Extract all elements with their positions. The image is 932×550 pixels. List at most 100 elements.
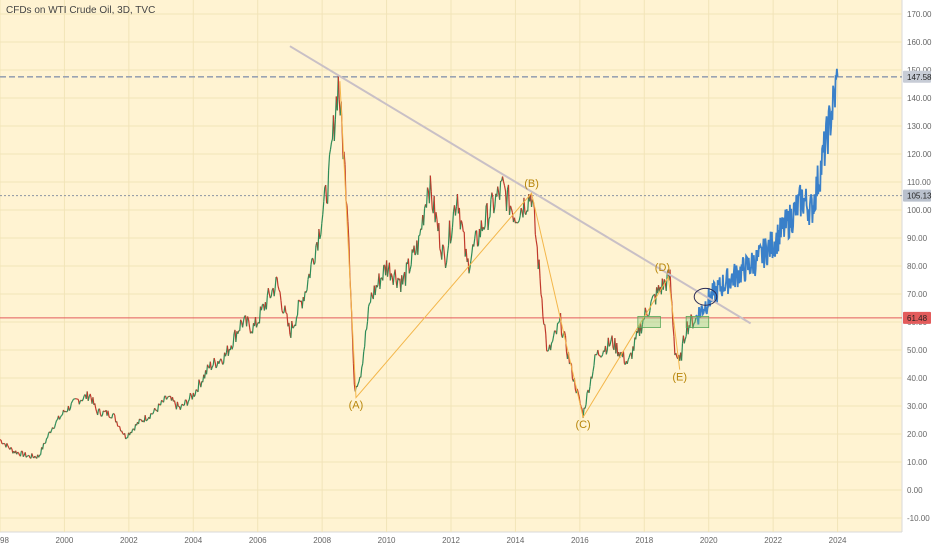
price-candle <box>470 253 473 261</box>
price-candle <box>525 210 528 215</box>
price-candle <box>551 341 554 344</box>
price-candle <box>65 410 67 413</box>
price-candle <box>468 267 471 274</box>
price-candle <box>367 303 371 307</box>
price-candle <box>591 371 594 379</box>
price-candle <box>494 193 497 208</box>
price-candle <box>550 342 553 351</box>
price-candle <box>89 393 92 398</box>
price-candle <box>357 381 360 385</box>
price-candle <box>390 273 393 278</box>
price-candle <box>540 294 543 299</box>
x-tick-label: 2006 <box>249 536 267 545</box>
price-candle <box>247 319 251 328</box>
price-candle <box>223 352 226 364</box>
price-candle <box>402 275 405 285</box>
price-candle <box>394 269 397 281</box>
price-candle <box>320 223 323 235</box>
price-candle <box>183 399 186 406</box>
price-candle <box>276 277 279 287</box>
breakout-ellipse[interactable] <box>693 287 718 306</box>
price-candle <box>98 408 102 415</box>
price-candle <box>430 191 433 209</box>
price-candle <box>631 346 634 359</box>
price-candle <box>413 245 416 256</box>
support-box[interactable] <box>685 315 710 328</box>
price-candle <box>444 262 448 269</box>
price-candle <box>87 396 90 401</box>
price-candle <box>161 399 163 402</box>
price-candle <box>510 208 514 214</box>
price-candle <box>652 294 655 297</box>
price-candle <box>680 343 684 361</box>
price-candle <box>407 258 410 274</box>
price-candle <box>25 455 28 458</box>
price-candle <box>545 333 548 351</box>
price-candle <box>454 206 458 216</box>
price-candle <box>270 289 273 297</box>
price-candle <box>448 220 452 244</box>
y-tick-label: 10.00 <box>907 458 928 467</box>
price-tag <box>903 311 931 324</box>
price-candle <box>650 298 653 303</box>
price-candle <box>588 386 591 393</box>
y-tick-label: 20.00 <box>907 430 928 439</box>
price-candle <box>518 215 521 221</box>
y-tick-label: 110.00 <box>907 178 931 187</box>
descending-trendline[interactable] <box>289 45 752 325</box>
price-candle <box>392 275 395 285</box>
support-box[interactable] <box>637 315 661 328</box>
price-candle <box>509 205 513 210</box>
price-candle <box>460 220 463 224</box>
price-candle <box>435 212 438 220</box>
price-candle <box>260 304 264 311</box>
y-tick-label: -10.00 <box>907 514 930 523</box>
price-candle <box>493 206 496 214</box>
price-candle <box>346 205 349 222</box>
price-candle <box>535 240 538 248</box>
price-candle <box>382 265 385 281</box>
price-candle <box>365 329 368 332</box>
price-candle <box>92 397 95 405</box>
price-candle <box>505 189 509 212</box>
price-candle <box>539 278 542 295</box>
price-candle <box>356 383 359 388</box>
price-candle <box>488 216 491 219</box>
price-candle <box>152 411 155 415</box>
price-candle <box>534 234 537 242</box>
price-candle <box>186 401 189 406</box>
price-candle <box>333 119 336 142</box>
price-candle <box>296 314 299 318</box>
price-candle <box>183 404 185 407</box>
price-candle <box>584 404 587 409</box>
y-tick-label: 100.00 <box>907 206 932 215</box>
price-candle <box>366 321 369 330</box>
price-candle <box>552 335 555 342</box>
price-candle <box>655 287 658 305</box>
price-candle <box>31 453 34 457</box>
price-candle <box>139 418 141 421</box>
price-candle <box>471 244 474 254</box>
price-candle <box>451 211 455 228</box>
price-candle <box>38 454 41 458</box>
x-tick-label: 2020 <box>700 536 718 545</box>
price-candle <box>665 274 668 291</box>
price-candle <box>502 181 506 186</box>
price-candle <box>484 205 487 226</box>
price-candle <box>439 248 442 253</box>
price-candle <box>18 452 21 456</box>
price-candle <box>119 426 122 432</box>
wave-path[interactable] <box>339 81 681 419</box>
price-candle <box>609 339 612 345</box>
price-candle <box>555 323 559 335</box>
price-candle <box>46 433 50 438</box>
price-candle <box>441 244 444 260</box>
price-candle <box>198 379 201 384</box>
price-candle <box>194 389 197 395</box>
price-candle <box>265 295 268 310</box>
price-candle <box>694 317 697 323</box>
price-axis-panel <box>902 0 932 550</box>
price-candle <box>206 364 210 368</box>
y-tick-label: 150.00 <box>907 66 932 75</box>
